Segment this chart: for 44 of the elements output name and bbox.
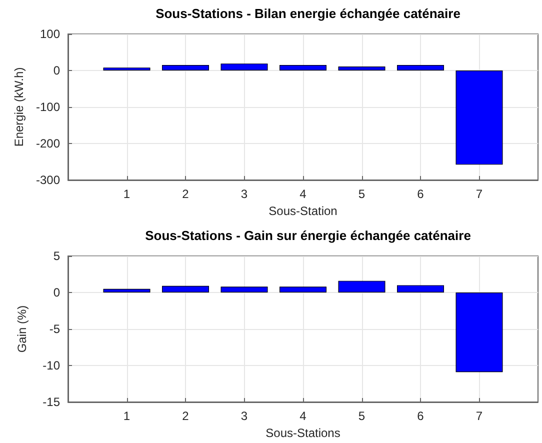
x-tick-label: 3 (240, 187, 248, 201)
bar (397, 284, 444, 292)
x-tick-label: 7 (476, 408, 483, 422)
bar (162, 65, 209, 70)
bar (220, 64, 268, 70)
y-tick-label: 5 (53, 248, 60, 262)
y-tick-label: -5 (49, 322, 60, 336)
chart-title: Sous-Stations - Gain sur énergie échangée caténaire (145, 228, 471, 242)
x-tick-label: 7 (476, 187, 483, 201)
bar (103, 288, 150, 292)
bar (280, 65, 326, 70)
x-tick-label: 6 (417, 187, 424, 201)
x-tick-label: 5 (358, 408, 366, 422)
y-tick-label: -100 (36, 100, 60, 114)
y-tick-label: 0 (53, 64, 60, 78)
y-tick-label: -200 (36, 136, 60, 150)
x-axis-title: Sous-Stations (266, 425, 340, 440)
y-tick-label: 0 (53, 285, 60, 299)
y-tick-label: -15 (42, 394, 60, 408)
bar (220, 286, 268, 292)
y-tick-label: -10 (42, 358, 60, 372)
bar (280, 286, 326, 292)
bar (338, 66, 386, 70)
x-tick-label: 2 (182, 408, 190, 422)
x-tick-label: 5 (358, 187, 366, 201)
y-axis-title: Gain (%) (15, 304, 29, 352)
y-axis-title: Energie (kW.h) (12, 67, 26, 147)
bar (162, 285, 209, 292)
bar (456, 70, 503, 165)
bar (103, 68, 150, 70)
y-tick-label: 100 (40, 27, 60, 41)
x-tick-label: 1 (123, 408, 130, 422)
y-tick-label: -300 (36, 173, 60, 187)
x-axis-title: Sous-Station (268, 204, 338, 218)
x-tick-label: 3 (240, 408, 248, 422)
bar (456, 292, 503, 372)
chart-title: Sous-Stations - Bilan energie échangée caténaire (156, 6, 460, 21)
x-tick-label: 2 (182, 187, 190, 201)
bar (397, 65, 444, 70)
x-tick-label: 1 (123, 187, 130, 201)
x-tick-label: 4 (300, 187, 307, 201)
x-tick-label: 6 (417, 408, 424, 422)
x-tick-label: 4 (300, 408, 307, 422)
bar (338, 280, 386, 292)
